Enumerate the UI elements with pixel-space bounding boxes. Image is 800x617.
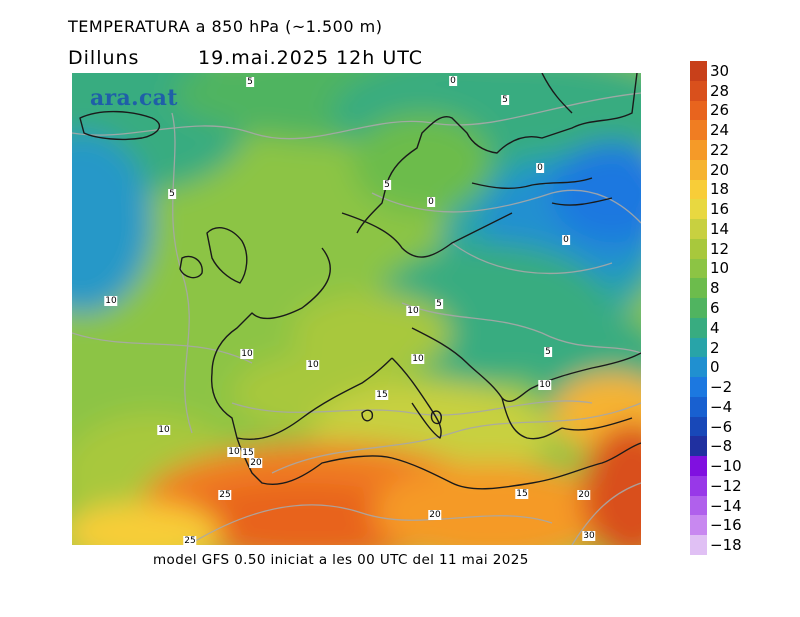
legend-label: 14 xyxy=(710,219,730,238)
legend-segment xyxy=(690,396,707,418)
contour-label: 15 xyxy=(375,390,389,400)
legend-segment xyxy=(690,238,707,260)
legend-label: −4 xyxy=(710,397,733,416)
legend-label: −6 xyxy=(710,417,733,436)
legend-label: 16 xyxy=(710,200,730,219)
contour-label: 5 xyxy=(544,347,552,357)
legend-label: 8 xyxy=(710,279,720,298)
model-run-info: model GFS 0.50 iniciat a les 00 UTC del … xyxy=(153,552,529,568)
legend-segment xyxy=(690,357,707,378)
contour-label: 15 xyxy=(515,489,529,499)
ara-cat-logo: ara.cat xyxy=(90,85,178,111)
contour-label: 20 xyxy=(249,458,263,468)
legend-segment xyxy=(690,317,707,339)
legend-segment xyxy=(690,278,707,299)
forecast-day: Dilluns xyxy=(68,47,140,69)
legend-segment xyxy=(690,436,707,457)
legend-label: 28 xyxy=(710,81,730,100)
legend-label: 6 xyxy=(710,299,720,317)
legend-label: 26 xyxy=(710,101,730,120)
contour-label: 10 xyxy=(157,425,171,435)
contour-label: 10 xyxy=(538,380,552,390)
temperature-legend-bar xyxy=(690,61,707,556)
legend-segment xyxy=(690,100,707,121)
contour-label: 5 xyxy=(246,77,254,87)
legend-label: −8 xyxy=(710,437,733,456)
legend-segment xyxy=(690,416,707,437)
contour-label: 5 xyxy=(435,299,443,309)
legend-label: 4 xyxy=(710,318,720,337)
contour-label: 0 xyxy=(427,197,435,207)
contour-label: 20 xyxy=(577,490,591,500)
legend-segment xyxy=(690,120,707,141)
contour-label: 10 xyxy=(104,296,118,306)
contour-label: 0 xyxy=(449,76,457,86)
contour-label: 10 xyxy=(227,447,241,457)
contour-label: 10 xyxy=(240,349,254,359)
contour-label: 5 xyxy=(383,180,391,190)
legend-segment xyxy=(690,159,707,181)
contour-label: 20 xyxy=(428,510,442,520)
contour-label: 10 xyxy=(406,306,420,316)
legend-label: −12 xyxy=(710,476,742,495)
legend-label: 12 xyxy=(710,239,730,258)
legend-segment xyxy=(690,535,707,556)
contour-label: 0 xyxy=(562,235,570,245)
legend-segment xyxy=(690,515,707,536)
legend-label: 0 xyxy=(710,358,720,377)
legend-label: 30 xyxy=(710,61,730,80)
legend-label: 24 xyxy=(710,121,730,140)
forecast-datetime: 19.mai.2025 12h UTC xyxy=(198,47,424,69)
legend-label: 22 xyxy=(710,140,730,159)
legend-segment xyxy=(690,199,707,220)
legend-label: −2 xyxy=(710,378,733,397)
legend-segment xyxy=(690,219,707,240)
legend-segment xyxy=(690,258,707,279)
contour-label: 15 xyxy=(241,448,255,458)
map-title: TEMPERATURA a 850 hPa (~1.500 m) xyxy=(68,17,383,36)
legend-segment xyxy=(690,61,707,82)
legend-segment xyxy=(690,475,707,497)
legend-segment xyxy=(690,495,707,516)
legend-label: 2 xyxy=(710,338,720,357)
contour-label: 10 xyxy=(411,354,425,364)
temperature-field xyxy=(72,73,641,545)
legend-label: 18 xyxy=(710,180,730,199)
contour-label: 10 xyxy=(306,360,320,370)
legend-segment xyxy=(690,298,707,319)
legend-label: 20 xyxy=(710,160,730,179)
legend-segment xyxy=(690,456,707,477)
legend-segment xyxy=(690,80,707,101)
legend-segment xyxy=(690,337,707,358)
legend-label: 10 xyxy=(710,259,730,278)
legend-label: −10 xyxy=(710,457,742,476)
contour-label: 30 xyxy=(582,531,596,541)
legend-label: −16 xyxy=(710,516,742,535)
temperature-map: 5 0 5 0 5 5 0 0 10 5 10 5 10 10 10 10 15 10 10 15 20 25 15 20 20… xyxy=(72,73,641,545)
contour-label: 5 xyxy=(501,95,509,105)
legend-segment xyxy=(690,140,707,161)
contour-label: 0 xyxy=(536,163,544,173)
contour-label: 5 xyxy=(168,189,176,199)
legend-label: −14 xyxy=(710,496,742,515)
contour-label: 25 xyxy=(183,536,197,545)
contour-label: 25 xyxy=(218,490,232,500)
legend-segment xyxy=(690,377,707,398)
legend-label: −18 xyxy=(710,536,742,555)
legend-segment xyxy=(690,179,707,200)
